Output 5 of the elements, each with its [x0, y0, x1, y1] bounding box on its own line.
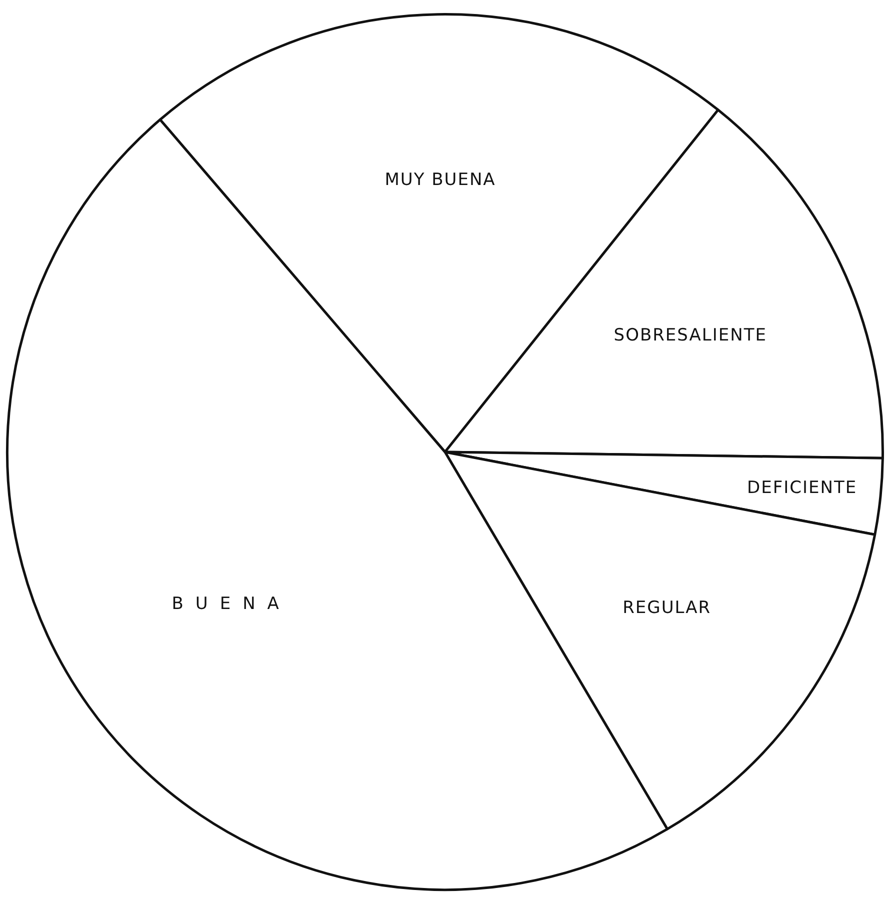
slice-label: MUY BUENA: [384, 170, 496, 190]
slice-label: BUENA: [172, 594, 291, 614]
slice-label: REGULAR: [622, 598, 712, 618]
slice-label: DEFICIENTE: [747, 478, 858, 498]
slice-label: SOBRESALIENTE: [614, 325, 767, 346]
